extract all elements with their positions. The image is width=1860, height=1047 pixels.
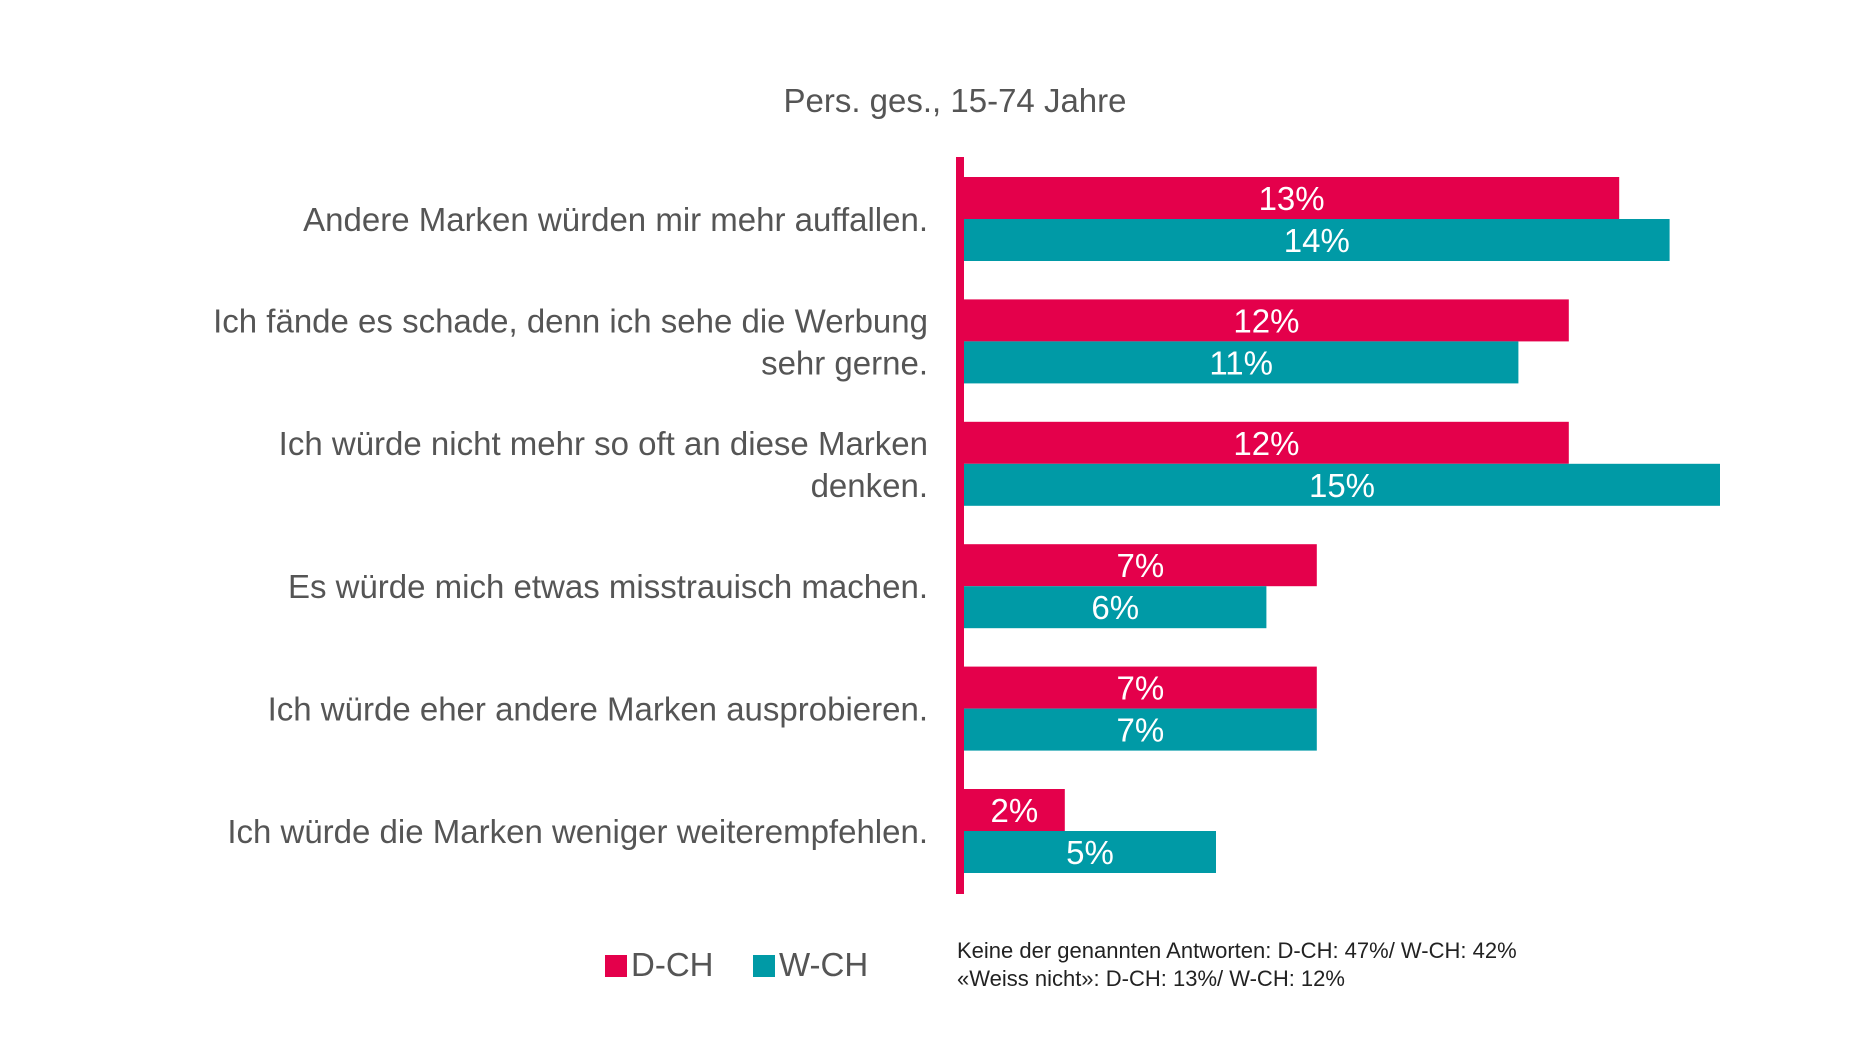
bar-w-ch-1 <box>964 341 1519 384</box>
bar-d-ch-2 <box>964 421 1569 464</box>
category-label-1-line-0: Ich fände es schade, denn ich sehe die W… <box>213 302 928 339</box>
bar-w-ch-3 <box>964 586 1267 629</box>
data-label-w-ch-1: 11% <box>1209 344 1273 381</box>
data-label-d-ch-0: 13% <box>1259 180 1325 217</box>
data-label-d-ch-3: 7% <box>1117 547 1165 584</box>
data-label-w-ch-5: 5% <box>1066 834 1114 871</box>
category-label-5-line-0: Ich würde die Marken weniger weiterempfe… <box>227 813 928 850</box>
bar-w-ch-0 <box>964 219 1670 261</box>
data-label-w-ch-3: 6% <box>1091 589 1139 626</box>
bar-d-ch-1 <box>964 299 1569 342</box>
category-label-0-line-0: Andere Marken würden mir mehr auffallen. <box>303 201 928 238</box>
legend-label-d-ch: D-CH <box>631 946 713 983</box>
data-label-d-ch-4: 7% <box>1117 670 1165 707</box>
bar-d-ch-3 <box>964 544 1317 587</box>
footnote-line-2: «Weiss nicht»: D-CH: 13%/ W-CH: 12% <box>957 966 1345 991</box>
chart-subtitle: Pers. ges., 15-74 Jahre <box>783 82 1126 119</box>
bar-d-ch-4 <box>964 666 1317 709</box>
footnote: Keine der genannten Antworten: D-CH: 47%… <box>957 937 1517 993</box>
bar-w-ch-4 <box>964 708 1317 751</box>
bar-w-ch-5 <box>964 831 1216 873</box>
category-axis-line <box>956 157 964 894</box>
data-label-w-ch-2: 15% <box>1309 467 1375 504</box>
data-label-w-ch-0: 14% <box>1284 222 1350 259</box>
bar-w-ch-2 <box>964 463 1720 506</box>
data-label-d-ch-1: 12% <box>1233 302 1299 339</box>
legend: D-CH W-CH <box>605 946 868 983</box>
category-label-2-line-0: Ich würde nicht mehr so oft an diese Mar… <box>279 425 928 462</box>
bar-d-ch-5 <box>964 789 1065 831</box>
bars-group: 13% 14% 12% 11% 12% 15% 7% 6% 7% 7% 2% 5% <box>964 177 1720 873</box>
data-label-d-ch-2: 12% <box>1233 425 1299 462</box>
data-label-d-ch-5: 2% <box>991 792 1039 829</box>
data-label-w-ch-4: 7% <box>1117 712 1165 749</box>
category-label-3-line-0: Es würde mich etwas misstrauisch machen. <box>288 568 928 605</box>
category-labels: Andere Marken würden mir mehr auffallen.… <box>213 201 928 850</box>
category-label-2-line-1: denken. <box>811 467 928 504</box>
legend-swatch-w-ch <box>753 955 775 977</box>
category-label-4-line-0: Ich würde eher andere Marken ausprobiere… <box>268 691 928 728</box>
footnote-line-1: Keine der genannten Antworten: D-CH: 47%… <box>957 938 1517 963</box>
legend-label-w-ch: W-CH <box>779 946 868 983</box>
legend-swatch-d-ch <box>605 955 627 977</box>
bar-d-ch-0 <box>964 177 1620 219</box>
category-label-1-line-1: sehr gerne. <box>761 344 928 381</box>
